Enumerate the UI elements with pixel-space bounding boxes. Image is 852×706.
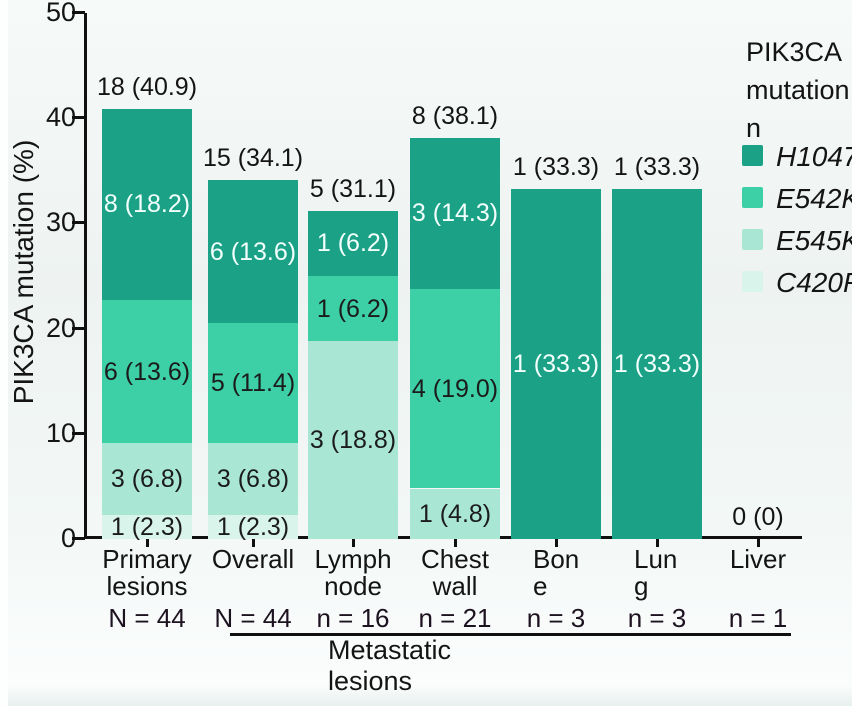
sample-size-label-overall: N = 44	[214, 603, 292, 633]
bar-segment-overall-e542k	[208, 323, 298, 444]
y-tick-mark-0	[72, 537, 85, 540]
y-tick-label-20: 20	[45, 312, 76, 343]
segment-value-label: 1 (33.3)	[512, 349, 600, 378]
x-tick-mark-overall	[252, 539, 255, 547]
segment-value-label: 1 (33.3)	[613, 349, 701, 378]
category-label-line: Lymph	[314, 544, 392, 574]
segment-value-label: 1 (6.2)	[316, 229, 390, 258]
legend-label-h1047r: H1047R	[776, 141, 852, 172]
bar-total-label-overall: 15 (34.1)	[202, 144, 304, 173]
y-tick-label-40: 40	[45, 102, 76, 133]
category-label-lung: Lun g	[634, 546, 694, 600]
y-axis-line	[84, 13, 87, 539]
category-label-line: Liver	[729, 544, 787, 574]
category-label-line: e	[533, 571, 548, 601]
x-tick-mark-bone	[555, 539, 558, 547]
category-label-bone: Bon e	[533, 546, 593, 600]
segment-value-label: 6 (13.6)	[103, 357, 191, 386]
segment-value-label: 1 (4.8)	[418, 499, 492, 528]
bar-segment-lung-h1047r	[612, 188, 702, 539]
segment-value-label: 4 (19.0)	[411, 374, 499, 403]
bar-segment-lymph-node-e545k	[308, 341, 398, 539]
y-tick-label-30: 30	[45, 207, 76, 238]
segment-value-label: 1 (6.2)	[316, 294, 390, 323]
bar-segment-primary-lesions-h1047r	[102, 108, 192, 301]
y-tick-label-0: 0	[60, 523, 76, 553]
legend-label-c420r: C420R	[776, 267, 852, 298]
x-tick-mark-chest-wall	[454, 539, 457, 547]
category-label-line: node	[324, 571, 382, 601]
left-margin-strip	[0, 0, 8, 706]
legend-swatch-e542k	[742, 187, 763, 208]
category-label-primary-lesions: Primary lesions	[82, 546, 212, 600]
bar-total-label-primary-lesions: 18 (40.9)	[96, 72, 198, 101]
bar-segment-primary-lesions-c420r	[102, 514, 192, 539]
y-tick-mark-50	[72, 11, 85, 14]
legend-swatch-e545k	[742, 229, 763, 250]
legend-swatch-h1047r	[742, 145, 763, 166]
category-label-liver: Liver	[693, 546, 823, 573]
bar-segment-bone-h1047r	[511, 188, 601, 539]
bar-segment-overall-e545k	[208, 443, 298, 515]
metastatic-group-label: Metastatic lesions	[328, 635, 452, 696]
bar-segment-primary-lesions-e542k	[102, 300, 192, 444]
segment-value-label: 3 (6.8)	[110, 465, 184, 494]
x-tick-mark-lymph-node	[352, 539, 355, 547]
sample-size-label-liver: n = 1	[728, 603, 788, 633]
x-tick-mark-liver	[757, 539, 760, 547]
bar-segment-chest-wall-e545k	[410, 488, 500, 539]
legend-swatch-c420r	[742, 271, 763, 292]
bar-segment-overall-c420r	[208, 514, 298, 539]
bar-segment-lymph-node-e542k	[308, 276, 398, 342]
bar-total-label-liver: 0 (0)	[732, 503, 784, 531]
segment-value-label: 3 (6.8)	[216, 465, 290, 494]
segment-value-label: 6 (13.6)	[209, 237, 297, 266]
y-tick-label-50: 50	[45, 0, 76, 27]
bar-segment-chest-wall-h1047r	[410, 138, 500, 289]
segment-value-label: 8 (18.2)	[103, 190, 191, 219]
category-label-line: wall	[432, 571, 478, 601]
y-tick-mark-10	[72, 431, 85, 435]
sample-size-label-lymph-node: n = 16	[316, 603, 390, 633]
category-label-line: g	[634, 571, 649, 601]
category-label-lymph-node: Lymph node	[288, 546, 418, 600]
category-label-chest-wall: Chest wall	[390, 546, 520, 600]
segment-value-label: 3 (18.8)	[309, 426, 397, 455]
legend-label-e545k: E545K	[776, 225, 852, 256]
y-tick-label-10: 10	[45, 417, 76, 448]
category-label-line: Bon	[533, 544, 580, 574]
category-label-line: Overall	[211, 544, 295, 574]
x-tick-mark-lung	[656, 539, 659, 547]
bar-segment-primary-lesions-e545k	[102, 443, 192, 515]
category-label-line: lesions	[106, 571, 188, 601]
sample-size-label-chest-wall: n = 21	[418, 603, 492, 633]
sample-size-label-lung: n = 3	[627, 603, 687, 633]
y-tick-mark-40	[72, 116, 85, 120]
bar-total-label-chest-wall: 8 (38.1)	[411, 102, 499, 131]
bar-segment-chest-wall-e542k	[410, 288, 500, 489]
y-tick-mark-20	[72, 326, 85, 330]
sample-size-label-bone: n = 3	[526, 603, 586, 633]
segment-value-label: 5 (11.4)	[210, 369, 296, 398]
sample-size-label-primary-lesions: N = 44	[108, 603, 186, 633]
legend-label-e542k: E542K	[776, 183, 852, 214]
bar-total-label-lung: 1 (33.3)	[613, 152, 701, 181]
category-label-line: Primary	[102, 544, 192, 574]
bar-total-label-bone: 1 (33.3)	[512, 152, 600, 181]
segment-value-label: 1 (2.3)	[216, 512, 290, 541]
y-tick-mark-30	[72, 221, 85, 225]
category-label-line: Chest	[421, 544, 489, 574]
category-label-overall: Overall	[188, 546, 318, 573]
bar-segment-lymph-node-h1047r	[308, 210, 398, 276]
bar-total-label-lymph-node: 5 (31.1)	[309, 174, 397, 203]
segment-value-label: 3 (14.3)	[411, 199, 499, 228]
bar-segment-overall-h1047r	[208, 180, 298, 324]
x-tick-mark-primary-lesions	[146, 539, 149, 547]
legend-title: PIK3CA mutation, n	[746, 37, 852, 143]
segment-value-label: 1 (2.3)	[110, 512, 184, 541]
metastatic-group-line	[230, 633, 791, 636]
category-label-line: Lun	[634, 544, 678, 574]
